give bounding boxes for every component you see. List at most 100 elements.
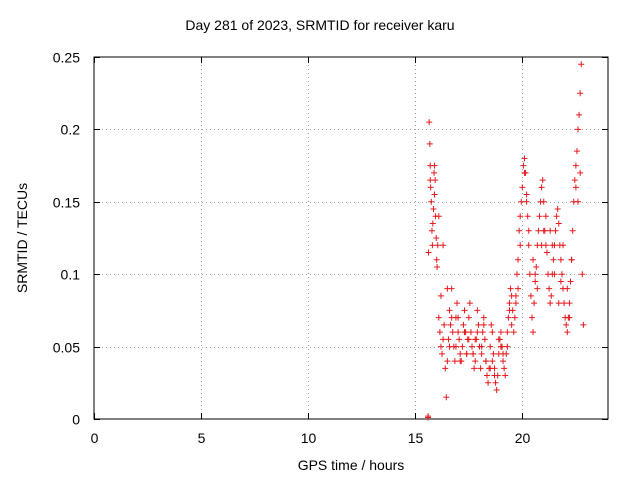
data-point-marker <box>579 271 586 278</box>
data-point-marker <box>465 314 472 321</box>
data-point-marker <box>471 365 478 372</box>
data-point-marker <box>427 184 434 191</box>
data-point-marker <box>526 271 533 278</box>
axis-ticks: 0 5 10 15 20 0 0.05 0.1 0.15 0.2 0.25 <box>53 50 608 446</box>
data-point-marker <box>500 358 507 365</box>
data-point-marker <box>525 242 532 249</box>
data-point-marker <box>546 285 553 292</box>
x-tick-label: 10 <box>301 430 317 446</box>
data-point-marker <box>434 263 441 270</box>
data-point-marker <box>547 227 554 234</box>
data-point-marker <box>456 336 463 343</box>
data-point-marker <box>555 300 562 307</box>
data-point-marker <box>465 336 472 343</box>
data-point-marker <box>467 329 474 336</box>
data-point-marker <box>531 300 538 307</box>
data-point-marker <box>547 300 554 307</box>
data-point-marker <box>457 350 464 357</box>
data-point-marker <box>429 220 436 227</box>
data-point-marker <box>512 292 519 299</box>
data-point-marker <box>508 321 515 328</box>
data-point-marker <box>530 329 537 336</box>
data-point-marker <box>437 292 444 299</box>
data-point-marker <box>520 162 527 169</box>
data-point-marker <box>539 177 546 184</box>
data-point-marker <box>425 413 432 420</box>
data-point-marker <box>512 300 519 307</box>
data-point-marker <box>489 358 496 365</box>
data-point-marker <box>426 119 433 126</box>
data-point-marker <box>550 256 557 263</box>
data-point-marker <box>466 300 473 307</box>
data-point-marker <box>434 242 441 249</box>
data-point-marker <box>449 329 456 336</box>
data-point-marker <box>561 300 568 307</box>
data-point-marker <box>540 227 547 234</box>
data-point-marker <box>517 242 524 249</box>
data-point-marker <box>460 321 467 328</box>
data-point-marker <box>575 198 582 205</box>
x-tick-label: 20 <box>515 430 531 446</box>
data-point-marker <box>441 321 448 328</box>
data-point-marker <box>428 227 435 234</box>
data-point-marker <box>477 365 484 372</box>
data-point-marker <box>439 350 446 357</box>
data-point-marker <box>572 162 579 169</box>
data-point-marker <box>480 314 487 321</box>
data-point-marker <box>555 220 562 227</box>
data-point-marker <box>573 148 580 155</box>
data-points <box>425 61 587 421</box>
data-point-marker <box>560 242 567 249</box>
data-point-marker <box>501 365 508 372</box>
data-point-marker <box>478 343 485 350</box>
data-point-marker <box>435 213 442 220</box>
data-point-marker <box>571 177 578 184</box>
data-point-marker <box>463 350 470 357</box>
data-point-marker <box>566 300 573 307</box>
data-point-marker <box>483 372 490 379</box>
data-point-marker <box>428 198 435 205</box>
data-point-marker <box>489 329 496 336</box>
data-point-marker <box>487 343 494 350</box>
data-point-marker <box>517 213 524 220</box>
data-point-marker <box>536 213 543 220</box>
data-point-marker <box>542 213 549 220</box>
data-point-marker <box>554 206 561 213</box>
data-point-marker <box>521 155 528 162</box>
data-point-marker <box>521 169 528 176</box>
data-point-marker <box>433 256 440 263</box>
data-point-marker <box>523 198 530 205</box>
data-point-marker <box>469 343 476 350</box>
plot-frame <box>93 56 609 420</box>
data-point-marker <box>493 387 500 394</box>
data-point-marker <box>479 329 486 336</box>
data-point-marker <box>515 256 522 263</box>
data-point-marker <box>446 343 453 350</box>
data-point-marker <box>427 177 434 184</box>
data-point-marker <box>518 198 525 205</box>
data-point-marker <box>461 329 468 336</box>
data-point-marker <box>485 379 492 386</box>
data-point-marker <box>472 358 479 365</box>
y-tick-label: 0.25 <box>53 50 80 66</box>
data-point-marker <box>425 249 432 256</box>
data-point-marker <box>447 321 454 328</box>
data-point-marker <box>478 350 485 357</box>
data-point-marker <box>534 285 541 292</box>
data-point-marker <box>532 278 539 285</box>
x-tick-label: 0 <box>91 430 99 446</box>
data-point-marker <box>442 365 449 372</box>
data-point-marker <box>445 336 452 343</box>
data-point-marker <box>507 285 514 292</box>
data-point-marker <box>497 343 504 350</box>
data-point-marker <box>569 227 576 234</box>
data-point-marker <box>580 321 587 328</box>
y-tick-label: 0.15 <box>53 195 80 211</box>
data-point-marker <box>538 184 545 191</box>
data-point-marker <box>472 336 479 343</box>
y-tick-label: 0.2 <box>61 122 81 138</box>
y-tick-label: 0.1 <box>61 267 81 283</box>
data-point-marker <box>488 321 495 328</box>
data-point-marker <box>440 242 447 249</box>
